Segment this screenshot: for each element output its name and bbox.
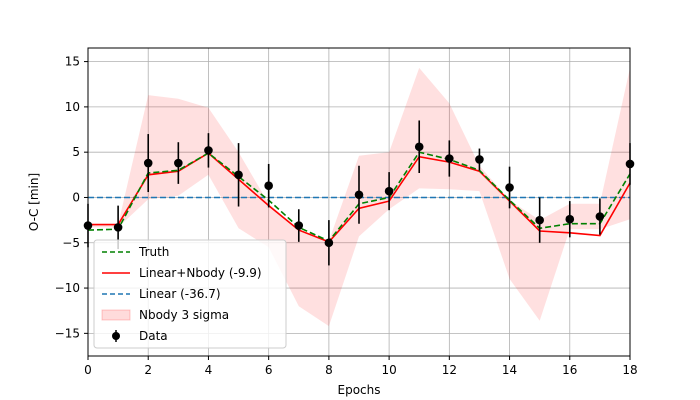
data-marker bbox=[565, 214, 575, 224]
data-marker bbox=[414, 142, 424, 152]
legend-item: Linear (-36.7) bbox=[102, 287, 221, 301]
data-point bbox=[414, 120, 424, 174]
y-tick-label: 15 bbox=[65, 55, 80, 69]
legend-label: Linear+Nbody (-9.9) bbox=[139, 266, 262, 280]
data-point bbox=[294, 209, 304, 242]
data-marker bbox=[354, 190, 364, 200]
data-point bbox=[505, 166, 514, 209]
x-tick-label: 4 bbox=[205, 363, 213, 377]
y-tick-label: 5 bbox=[72, 145, 80, 159]
y-tick-label: −10 bbox=[55, 281, 80, 295]
plot-frame bbox=[87, 47, 631, 357]
data-point bbox=[354, 165, 364, 224]
data-marker bbox=[595, 212, 605, 221]
data-marker bbox=[324, 238, 334, 248]
legend-label: Data bbox=[139, 329, 168, 343]
data-point bbox=[204, 133, 213, 168]
data-point bbox=[445, 140, 454, 177]
x-tick-label: 6 bbox=[265, 363, 273, 377]
legend-box bbox=[93, 239, 287, 349]
legend-swatch-band bbox=[101, 309, 131, 321]
data-marker bbox=[204, 146, 213, 155]
data-marker bbox=[445, 154, 454, 163]
data-point bbox=[264, 163, 273, 208]
data-point bbox=[535, 197, 544, 243]
data-marker bbox=[143, 158, 153, 168]
y-tick-label: −5 bbox=[62, 236, 80, 250]
x-tick-label: 0 bbox=[84, 363, 92, 377]
legend-item: Data bbox=[112, 329, 168, 343]
data-point bbox=[595, 198, 605, 235]
data-marker bbox=[475, 155, 484, 164]
data-marker bbox=[174, 158, 183, 168]
legend-label: Nbody 3 sigma bbox=[139, 308, 229, 322]
legend-label: Truth bbox=[138, 245, 169, 259]
legend-swatch-marker bbox=[112, 332, 120, 340]
y-tick-label: 0 bbox=[72, 190, 80, 204]
data-point bbox=[324, 220, 334, 266]
axes-frame bbox=[87, 47, 631, 357]
data-point bbox=[143, 134, 153, 193]
x-tick-label: 12 bbox=[442, 363, 457, 377]
data-marker bbox=[234, 170, 243, 180]
data-point bbox=[475, 148, 484, 171]
legend-item: Truth bbox=[102, 245, 169, 259]
data-point bbox=[234, 143, 243, 207]
data-marker bbox=[264, 181, 273, 190]
data-point bbox=[565, 201, 575, 238]
data-marker bbox=[384, 186, 394, 196]
data-marker bbox=[113, 223, 123, 232]
data-point bbox=[174, 142, 183, 184]
data-point bbox=[384, 172, 394, 211]
legend-item: Linear+Nbody (-9.9) bbox=[102, 266, 262, 280]
legend-item: Nbody 3 sigma bbox=[101, 308, 229, 322]
x-axis-title: Epochs bbox=[338, 383, 381, 397]
data-marker bbox=[505, 183, 514, 192]
data-marker bbox=[294, 221, 304, 230]
data-marker bbox=[535, 215, 544, 225]
y-tick-label: −15 bbox=[55, 326, 80, 340]
legend-label: Linear (-36.7) bbox=[139, 287, 221, 301]
x-tick-label: 10 bbox=[381, 363, 396, 377]
y-tick-label: 10 bbox=[65, 100, 80, 114]
x-tick-label: 14 bbox=[502, 363, 517, 377]
y-axis-title: O-C [min] bbox=[27, 173, 41, 231]
x-tick-label: 2 bbox=[144, 363, 152, 377]
x-tick-label: 8 bbox=[325, 363, 333, 377]
x-tick-label: 16 bbox=[562, 363, 577, 377]
ticks-layer: 0 2 4 6 8 10 12 14 16 18 −15 −10 −5 0 5 10 15 bbox=[55, 55, 638, 377]
legend: Truth Linear+Nbody (-9.9) Linear (-36.7) Nb… bbox=[93, 239, 287, 349]
x-tick-label: 18 bbox=[622, 363, 637, 377]
legend-items: Truth Linear+Nbody (-9.9) Linear (-36.7) Nb… bbox=[101, 245, 262, 343]
